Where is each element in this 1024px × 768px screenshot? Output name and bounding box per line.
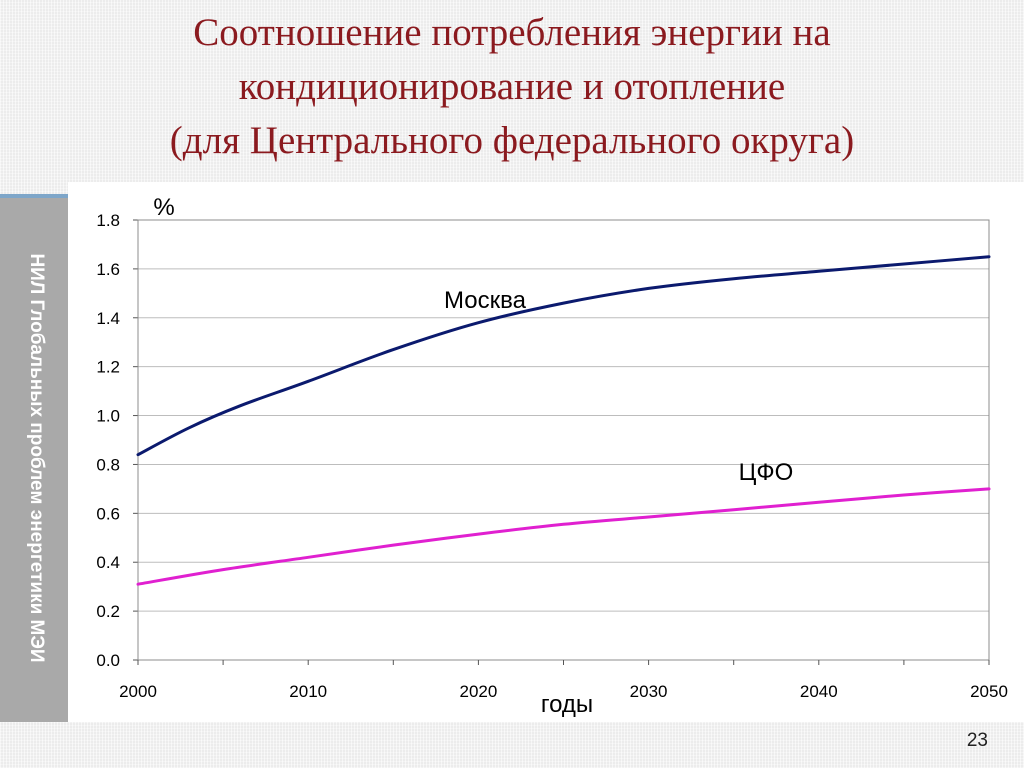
y-tick-label: 0.6 xyxy=(96,504,120,523)
y-tick-label: 1.4 xyxy=(96,309,120,328)
y-tick-label: 1.0 xyxy=(96,407,120,426)
title-line-2: кондиционирование и отопление xyxy=(238,65,786,108)
page-number: 23 xyxy=(966,730,988,751)
y-tick-label: 1.8 xyxy=(96,211,120,230)
y-tick-label: 0.4 xyxy=(96,553,120,572)
x-tick-label: 2050 xyxy=(970,682,1008,701)
y-tick-label: 1.2 xyxy=(96,358,120,377)
chart-panel: 0.0 0.2 0.4 0.6 0.8 1.0 1.2 1.4 1.6 1.8 2000 2010 20… xyxy=(68,182,1024,722)
x-tick-label: 2000 xyxy=(119,682,157,701)
line-chart: 0.0 0.2 0.4 0.6 0.8 1.0 1.2 1.4 1.6 1.8 2000 2010 20… xyxy=(96,194,1008,718)
x-tick-label: 2010 xyxy=(289,682,327,701)
series-line-cfo xyxy=(136,487,991,586)
series-line-moscow xyxy=(136,255,991,457)
y-tick-label: 0.0 xyxy=(96,651,120,670)
series-label-moscow: Москва xyxy=(444,287,527,314)
y-tick-label: 0.8 xyxy=(96,455,120,474)
side-bar xyxy=(0,194,68,722)
y-tick-label: 0.2 xyxy=(96,602,120,621)
x-tick-label: 2040 xyxy=(800,682,838,701)
plot-frame xyxy=(137,219,990,661)
title-line-1: Соотношение потребления энергии на xyxy=(193,11,831,54)
y-axis-label: % xyxy=(153,194,174,221)
series-label-cfo: ЦФО xyxy=(739,459,794,486)
x-tick-label: 2020 xyxy=(459,682,497,701)
title-line-3: (для Центрального федерального округа) xyxy=(169,119,855,162)
slide-title: Соотношение потребления энергии на конди… xyxy=(0,6,1024,168)
x-tick-label: 2030 xyxy=(630,682,668,701)
side-label: НИЛ Глобальных проблем энергетики МЭИ xyxy=(26,253,47,663)
side-bar-accent xyxy=(0,194,68,198)
y-tick-label: 1.6 xyxy=(96,260,120,279)
x-axis-label: годы xyxy=(541,691,593,718)
